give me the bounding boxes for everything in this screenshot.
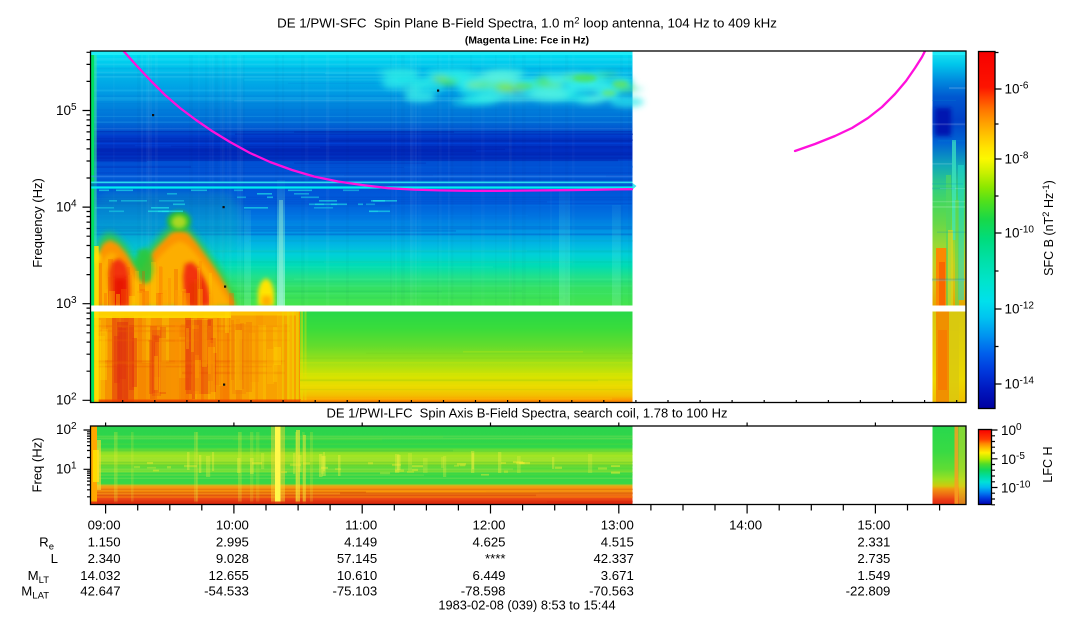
svg-text:10.610: 10.610 [337, 568, 377, 583]
svg-text:6.449: 6.449 [472, 568, 505, 583]
svg-text:4.625: 4.625 [472, 535, 505, 550]
svg-text:11:00: 11:00 [345, 518, 377, 533]
svg-text:SFC B (nT2 Hz-1): SFC B (nT2 Hz-1) [1041, 180, 1056, 276]
svg-text:2.331: 2.331 [857, 535, 890, 550]
svg-text:2.340: 2.340 [88, 551, 121, 566]
svg-text:14.032: 14.032 [80, 568, 120, 583]
svg-text:****: **** [485, 551, 506, 566]
svg-text:42.337: 42.337 [593, 551, 633, 566]
svg-text:12.655: 12.655 [209, 568, 249, 583]
svg-text:09:00: 09:00 [88, 518, 121, 533]
svg-text:-78.598: -78.598 [461, 584, 506, 599]
svg-text:Freq (Hz): Freq (Hz) [30, 438, 45, 493]
svg-text:15:00: 15:00 [857, 518, 890, 533]
svg-text:L: L [51, 551, 58, 566]
svg-text:2.995: 2.995 [216, 535, 249, 550]
svg-text:10:00: 10:00 [216, 518, 249, 533]
svg-text:-75.103: -75.103 [332, 584, 377, 599]
svg-text:2.735: 2.735 [857, 551, 890, 566]
svg-text:1.150: 1.150 [88, 535, 121, 550]
svg-text:-54.533: -54.533 [204, 584, 249, 599]
svg-text:Frequency (Hz): Frequency (Hz) [30, 178, 45, 268]
svg-text:(Magenta Line: Fce in Hz): (Magenta Line: Fce in Hz) [465, 36, 589, 47]
svg-text:DE 1/PWI-SFC Spin Plane B-Fie: DE 1/PWI-SFC Spin Plane B-Field Spectra,… [277, 16, 777, 31]
svg-text:1.549: 1.549 [857, 568, 890, 583]
svg-text:4.149: 4.149 [344, 535, 377, 550]
svg-text:13:00: 13:00 [601, 518, 634, 533]
svg-text:1983-02-08 (039) 8:53 to 15:44: 1983-02-08 (039) 8:53 to 15:44 [438, 598, 615, 613]
svg-text:DE 1/PWI-LFC Spin Axis B-Fiel: DE 1/PWI-LFC Spin Axis B-Field Spectra, … [327, 406, 728, 421]
svg-text:-70.563: -70.563 [589, 584, 634, 599]
svg-text:LFC H: LFC H [1041, 446, 1055, 482]
svg-text:42.647: 42.647 [80, 584, 120, 599]
svg-text:57.145: 57.145 [337, 551, 377, 566]
svg-text:12:00: 12:00 [472, 518, 505, 533]
svg-text:-22.809: -22.809 [846, 584, 891, 599]
svg-text:3.671: 3.671 [601, 568, 634, 583]
svg-text:4.515: 4.515 [601, 535, 634, 550]
svg-text:9.028: 9.028 [216, 551, 249, 566]
svg-text:14:00: 14:00 [729, 518, 762, 533]
